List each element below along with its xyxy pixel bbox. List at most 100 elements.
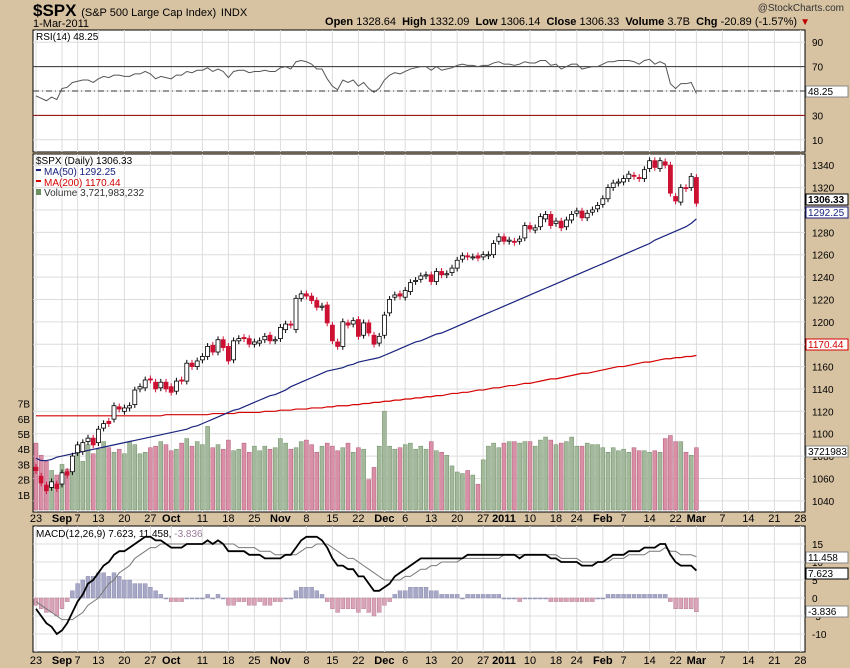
volume-bar (631, 447, 637, 511)
candle-body (288, 323, 294, 326)
signal-tag-value: 11.458 (808, 553, 838, 564)
macd-hist-bar (616, 594, 621, 599)
candle-body (163, 381, 169, 390)
macd-hist-bar (44, 597, 49, 613)
macd-hist-bar (590, 597, 595, 602)
macd-hist-bar (637, 594, 642, 599)
price-tick-label: 1060 (812, 474, 835, 485)
x-tick-label: 13 (425, 513, 437, 525)
macd-hist-bar (481, 594, 486, 599)
volume-bar (595, 444, 600, 511)
volume-bar (480, 459, 486, 511)
macd-hist-bar (626, 594, 631, 599)
price-tick-label: 1140 (812, 385, 834, 396)
high-label: High (402, 16, 427, 28)
candle-body (106, 420, 112, 425)
candle-body (491, 243, 497, 256)
macd-label: MACD(12,26,9) 7.623, 11.458, -3.836 (36, 529, 203, 540)
macd-hist-bar (663, 594, 668, 599)
volume-bar (179, 442, 184, 511)
volume-bar (444, 455, 450, 511)
macd-hist-bar (574, 597, 579, 602)
volume-bar (304, 439, 309, 511)
macd-hist-bar (652, 594, 657, 599)
x-tick-label: 13 (92, 513, 104, 525)
candle-body (543, 214, 548, 220)
x-tick-label: 22 (352, 513, 364, 525)
volume-bar (210, 447, 216, 511)
candle-body (413, 280, 419, 282)
candle-body (80, 442, 86, 452)
volume-bar (80, 461, 86, 511)
volume-bar (257, 450, 262, 511)
volume-bar (184, 438, 190, 511)
x-tick-label: 11 (197, 513, 208, 525)
volume-bar (470, 474, 476, 511)
x-tick-label: 6 (402, 513, 408, 525)
candle-body (179, 379, 185, 382)
x-tick-label: Dec (374, 513, 394, 525)
price-tick-label: 1200 (812, 318, 835, 329)
candle-body (111, 405, 117, 420)
price-tick-label: 1340 (812, 161, 835, 172)
volume-bar (319, 445, 325, 511)
candle-body (335, 341, 341, 347)
volume-bar (158, 441, 164, 511)
macd-hist-bar (293, 590, 299, 599)
volume-legend: Volume 3,721,983,232 (44, 188, 145, 199)
macd-hist-bar (59, 597, 65, 610)
candle-body (147, 378, 153, 381)
macd-hist-bar (434, 590, 439, 599)
price-tick-label: 1080 (812, 452, 835, 463)
macd-hist-bar (449, 594, 455, 599)
volume-bar (584, 442, 590, 511)
x-tick-label: 14 (643, 655, 655, 667)
macd-tag: 7.623 (805, 567, 849, 580)
candle-body (673, 196, 678, 202)
macd-hist-bar (70, 590, 75, 599)
volume-bar (220, 448, 226, 511)
x-tick-label: 11 (197, 655, 208, 667)
volume-bar (272, 447, 278, 511)
x-tick-label: Mar (687, 513, 707, 525)
x-tick-label: 15 (326, 655, 338, 667)
ma50-line (35, 218, 697, 462)
candle-body (449, 267, 455, 273)
volume-bar (376, 445, 382, 511)
x-tick-label: 22 (669, 513, 681, 525)
x-tick-label: 20 (118, 513, 130, 525)
volume-bar (236, 448, 242, 511)
volume-bar (137, 453, 143, 511)
candle-body (267, 334, 273, 342)
volume-bar (293, 447, 299, 511)
symbol-title: $SPX (S&P 500 Large Cap Index) INDX (33, 1, 247, 21)
candle-body (433, 271, 439, 282)
volume-bar (252, 445, 257, 511)
macd-hist-bar (413, 587, 418, 599)
macd-hist-bar (101, 572, 106, 599)
volume-bar (324, 442, 330, 511)
volume-bar (288, 448, 294, 511)
candle-body (454, 259, 460, 269)
macd-hist-bar (683, 597, 689, 610)
macd-hist-bar (543, 597, 548, 600)
volume-bar (215, 444, 221, 511)
ma200-tag: 1170.44 (805, 338, 849, 351)
volume-bar (512, 441, 517, 511)
macd-hist-bar (236, 597, 242, 602)
volume-value: 3.7B (667, 16, 691, 28)
x-tick-label: 28 (794, 655, 806, 667)
candle-body (205, 346, 211, 357)
macd-hist-bar (325, 597, 330, 602)
volume-bar (340, 447, 346, 511)
candle-body (64, 471, 70, 476)
x-tick-label: Sep (52, 655, 72, 667)
candle-body (397, 293, 403, 297)
x-tick-label: 21 (768, 513, 780, 525)
macd-hist-bar (319, 594, 325, 599)
x-tick-label: 13 (425, 655, 437, 667)
candle-body (85, 437, 91, 442)
macd-hist-bar (460, 597, 465, 600)
low-value: 1306.14 (500, 16, 541, 28)
candle-body (636, 177, 642, 180)
